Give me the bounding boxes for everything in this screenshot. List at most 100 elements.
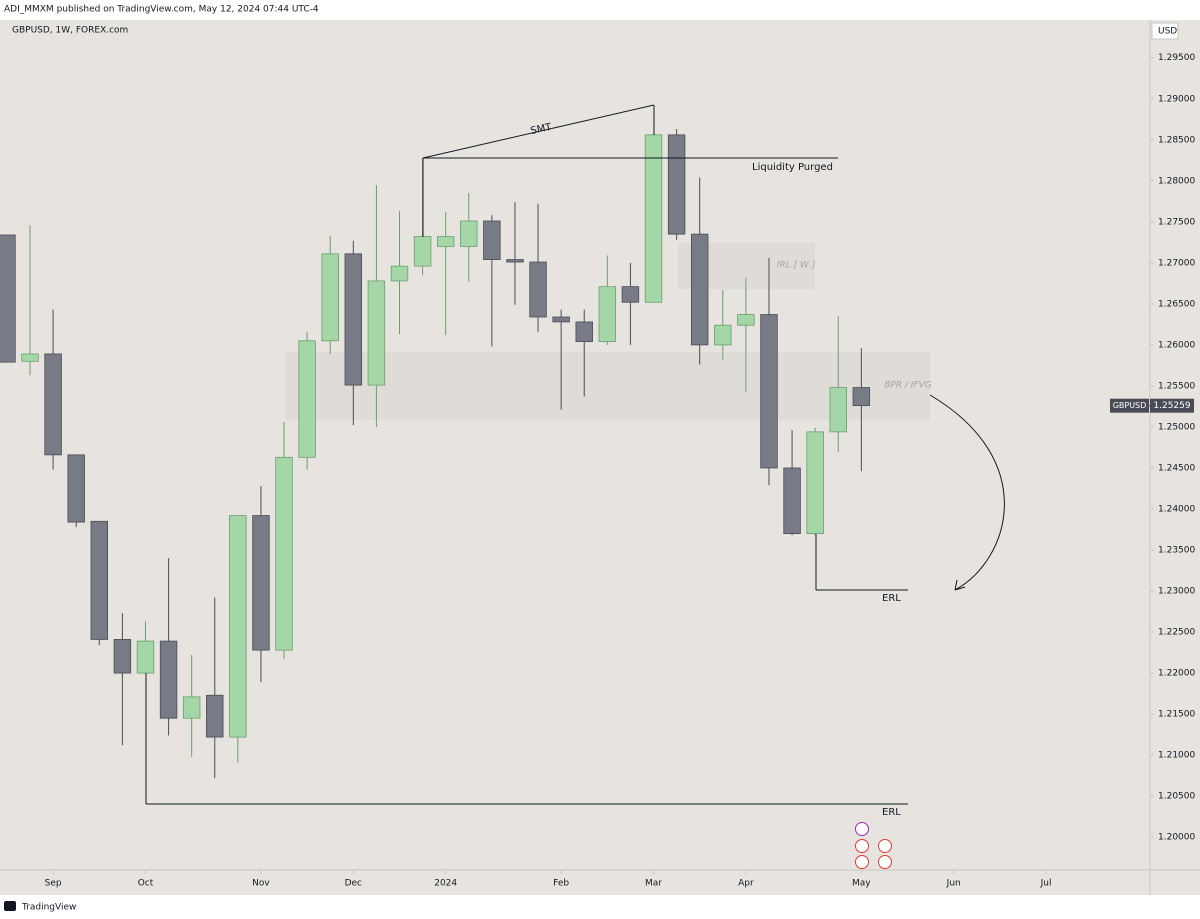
candle-body — [182, 696, 201, 719]
candle-body — [806, 431, 824, 535]
symbol-tag — [1110, 398, 1149, 413]
event-icon[interactable] — [855, 855, 869, 869]
candle-body — [529, 261, 547, 318]
candle-body — [90, 520, 109, 640]
candle-body — [159, 640, 178, 719]
candle-body — [667, 134, 686, 235]
publish-info: ADI_MMXM published on TradingView.com, M… — [4, 5, 319, 15]
candle-body — [690, 233, 709, 346]
event-icon[interactable] — [878, 839, 892, 853]
y-tick-label: 1.20000 — [1158, 833, 1195, 843]
candle-body — [67, 454, 85, 523]
y-tick-label: 1.21500 — [1158, 710, 1195, 720]
y-tick-label: 1.26500 — [1158, 299, 1195, 309]
candle-body — [44, 353, 62, 456]
candle-body — [829, 387, 847, 433]
y-tick-label: 1.28500 — [1158, 135, 1195, 145]
candle-body — [321, 253, 339, 342]
annotation: ERL — [882, 807, 901, 818]
last-price-tag: GBPUSD 1.25259 — [1110, 398, 1194, 413]
symbol-info: GBPUSD, 1W, FOREX.com — [12, 26, 128, 36]
candle-body — [206, 694, 224, 738]
annotation: Liquidity Purged — [752, 162, 833, 173]
x-tick-label: Mar — [645, 879, 662, 889]
candle-body — [737, 314, 755, 326]
y-tick-label: 1.29000 — [1158, 94, 1195, 104]
candle-body — [783, 467, 801, 535]
bpr-zone — [285, 352, 930, 420]
candle-body — [21, 353, 39, 362]
candle-body — [483, 220, 501, 260]
candle-body — [113, 639, 132, 674]
candle-body — [275, 456, 293, 651]
y-tick-label: 1.24500 — [1158, 463, 1195, 473]
x-tick-label: 2024 — [434, 879, 457, 889]
candle-body — [552, 316, 570, 323]
price-tag-label: 1.25259 — [1153, 401, 1190, 411]
x-tick-label: Apr — [738, 879, 754, 889]
annotation: ERL — [882, 593, 901, 604]
y-tick-label: 1.24000 — [1158, 504, 1195, 514]
candle-body — [460, 220, 478, 247]
y-tick-label: 1.20500 — [1158, 792, 1195, 802]
candle-body — [136, 640, 155, 674]
candle-body — [436, 236, 455, 247]
projection-arrow — [929, 394, 1005, 591]
y-tick-label: 1.27000 — [1158, 258, 1195, 268]
arrow-head — [954, 579, 966, 591]
y-tick-label: 1.21000 — [1158, 751, 1195, 761]
symbol-tag-label: GBPUSD — [1113, 401, 1147, 410]
candle-body — [644, 134, 663, 303]
time-axis-area — [0, 870, 1200, 895]
drawings — [145, 104, 1005, 805]
x-tick-label: Oct — [138, 879, 154, 889]
plot-area — [0, 20, 1150, 870]
footer — [0, 895, 1200, 919]
y-tick-label: 1.26000 — [1158, 340, 1195, 350]
currency-box[interactable] — [1151, 22, 1179, 40]
y-tick-label: 1.23000 — [1158, 587, 1195, 597]
logo — [4, 901, 16, 911]
x-tick-label: May — [852, 879, 871, 889]
candle-body — [229, 515, 247, 738]
y-tick-label: 1.27500 — [1158, 217, 1195, 227]
candle-body — [390, 265, 409, 282]
y-tick-label: 1.25500 — [1158, 381, 1195, 391]
candle-body — [367, 280, 386, 386]
y-tick-label: 1.22000 — [1158, 669, 1195, 679]
candle-body — [344, 253, 363, 386]
candle-body — [0, 234, 16, 363]
candle-body — [298, 340, 316, 458]
candle-body — [714, 324, 732, 346]
candle-body — [760, 314, 778, 469]
candle-body — [506, 259, 524, 263]
candles — [0, 129, 871, 779]
annotation: SMT — [530, 122, 554, 137]
x-tick-label: Nov — [252, 879, 270, 889]
event-icon[interactable] — [855, 822, 869, 836]
annotation: BPR / IFVG — [884, 381, 932, 391]
annotation: IRL [ W ] — [777, 261, 816, 271]
y-tick-label: 1.29500 — [1158, 53, 1195, 63]
x-tick-label: Sep — [45, 879, 62, 889]
candle-body — [852, 387, 871, 407]
event-icon[interactable] — [878, 855, 892, 869]
candle-body — [575, 321, 593, 343]
x-tick-label: Feb — [553, 879, 569, 889]
candle-body — [621, 286, 640, 303]
price-tag — [1150, 398, 1194, 413]
candle-body — [413, 236, 432, 267]
currency[interactable]: USD — [1158, 27, 1177, 37]
event-icon[interactable] — [855, 839, 869, 853]
smt-line — [422, 104, 655, 159]
price-axis-area — [1150, 20, 1200, 870]
event-icons — [855, 822, 892, 869]
y-tick-label: 1.28000 — [1158, 176, 1195, 186]
y-tick-label: 1.23500 — [1158, 546, 1195, 556]
candle-body — [598, 286, 617, 343]
x-tick-label: Jul — [1040, 879, 1052, 889]
x-tick-label: Jun — [946, 879, 961, 889]
y-tick-label: 1.25000 — [1158, 422, 1195, 432]
